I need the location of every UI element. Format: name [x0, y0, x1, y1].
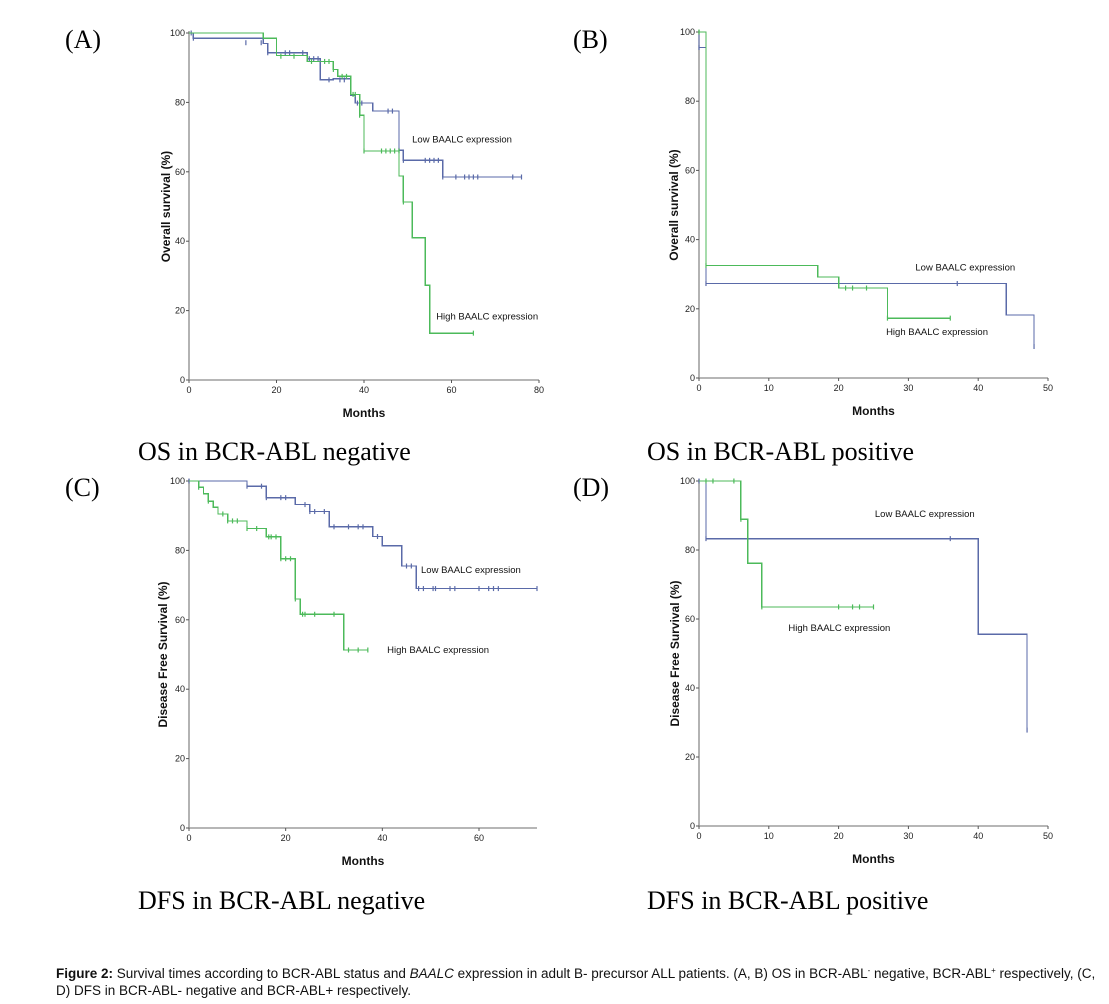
series-annotation: High BAALC expression [886, 327, 988, 338]
series-annotation: Low BAALC expression [421, 565, 521, 576]
y-axis-title: Overall survival (%) [667, 149, 681, 260]
caption-text-3: negative, BCR-ABL [870, 966, 992, 981]
series-low-baalc [698, 478, 1028, 733]
km-curve-low [698, 32, 1035, 347]
km-curve-high [699, 480, 874, 608]
x-tick-label: 10 [764, 831, 774, 841]
y-tick-label: 100 [170, 476, 185, 486]
panel-b: (B) OS in BCR-ABL positive 0 20 40 60 80 100 0 10… [573, 25, 1053, 466]
series-annotation: Low BAALC expression [875, 509, 975, 520]
x-tick-label: 50 [1043, 383, 1053, 393]
x-tick-label: 20 [834, 831, 844, 841]
x-axis-title: Months [342, 854, 385, 868]
km-curve-low [189, 480, 537, 590]
panel-subtitle: DFS in BCR-ABL negative [138, 886, 425, 915]
y-tick-label: 40 [175, 236, 185, 246]
y-tick-label: 20 [685, 752, 695, 762]
caption-sup-2: + [991, 966, 996, 975]
panel-a: (A) OS in BCR-ABL negative 0 20 40 60 80 100 0 20… [65, 25, 544, 466]
caption-gene: BAALC [409, 966, 454, 981]
panel-label: (B) [573, 25, 608, 54]
series-high-baalc [699, 478, 875, 610]
y-tick-label: 60 [685, 614, 695, 624]
km-curve-low [189, 32, 522, 178]
y-tick-label: 20 [685, 304, 695, 314]
x-axis-title: Months [343, 406, 386, 420]
y-tick-label: 40 [685, 235, 695, 245]
panel-subtitle: OS in BCR-ABL positive [647, 437, 914, 466]
x-tick-label: 10 [764, 383, 774, 393]
y-tick-label: 100 [680, 27, 695, 37]
x-tick-label: 40 [973, 383, 983, 393]
km-curve-high [189, 32, 474, 334]
figure-caption: Figure 2: Survival times according to BC… [56, 965, 1106, 999]
y-tick-label: 0 [690, 821, 695, 831]
panel-subtitle: DFS in BCR-ABL positive [647, 886, 928, 915]
x-tick-label: 20 [271, 385, 281, 395]
series-high-baalc [698, 29, 951, 321]
y-tick-label: 80 [685, 96, 695, 106]
y-tick-label: 0 [180, 823, 185, 833]
series-low-baalc [188, 478, 538, 592]
series-annotation: Low BAALC expression [915, 263, 1015, 274]
caption-sup-1: - [867, 966, 871, 975]
y-tick-label: 60 [175, 167, 185, 177]
panel-subtitle: OS in BCR-ABL negative [138, 437, 411, 466]
panel-label: (A) [65, 25, 101, 54]
y-tick-label: 20 [175, 306, 185, 316]
y-tick-label: 80 [685, 545, 695, 555]
series-low-baalc [698, 32, 1035, 350]
x-tick-label: 30 [903, 383, 913, 393]
x-tick-label: 0 [186, 385, 191, 395]
panel-label: (D) [573, 473, 609, 502]
caption-text-2: expression in adult B- precursor ALL pat… [453, 966, 868, 981]
y-tick-label: 60 [685, 165, 695, 175]
y-tick-label: 0 [180, 375, 185, 385]
km-curve-high [699, 31, 951, 319]
y-axis-title: Disease Free Survival (%) [156, 581, 170, 727]
x-tick-label: 40 [377, 833, 387, 843]
y-tick-label: 60 [175, 615, 185, 625]
caption-text-1: Survival times according to BCR-ABL stat… [113, 966, 410, 981]
series-annotation: High BAALC expression [788, 623, 890, 634]
km-curve-low [699, 480, 1028, 731]
y-tick-label: 80 [175, 545, 185, 555]
x-axis-title: Months [852, 404, 895, 418]
panel-d: (D) DFS in BCR-ABL positive 0 20 40 60 80 100 0 1… [573, 473, 1053, 915]
y-axis-title: Overall survival (%) [159, 151, 173, 262]
series-high-baalc [189, 480, 369, 653]
x-tick-label: 30 [903, 831, 913, 841]
y-tick-label: 40 [685, 683, 695, 693]
series-annotation: High BAALC expression [436, 311, 538, 322]
x-tick-label: 40 [359, 385, 369, 395]
y-tick-label: 40 [175, 684, 185, 694]
caption-text-4: respectively, (C, D) DFS in BCR-ABL- neg… [56, 966, 1096, 998]
y-tick-label: 20 [175, 754, 185, 764]
km-curve-high [189, 480, 368, 651]
y-tick-label: 100 [170, 28, 185, 38]
panel-c: (C) DFS in BCR-ABL negative 0 20 40 60 80 100 0 2… [65, 473, 538, 915]
caption-label: Figure 2: [56, 966, 114, 981]
x-axis-title: Months [852, 852, 895, 866]
x-tick-label: 60 [474, 833, 484, 843]
panel-label: (C) [65, 473, 100, 502]
series-high-baalc [189, 32, 474, 336]
x-tick-label: 0 [186, 833, 191, 843]
x-tick-label: 40 [973, 831, 983, 841]
series-annotation: Low BAALC expression [412, 134, 512, 145]
y-tick-label: 80 [175, 97, 185, 107]
y-axis-title: Disease Free Survival (%) [668, 580, 682, 726]
series-annotation: High BAALC expression [387, 645, 489, 656]
x-tick-label: 60 [446, 385, 456, 395]
x-tick-label: 80 [534, 385, 544, 395]
x-tick-label: 20 [834, 383, 844, 393]
y-tick-label: 0 [690, 373, 695, 383]
y-tick-label: 100 [680, 476, 695, 486]
x-tick-label: 20 [281, 833, 291, 843]
x-tick-label: 50 [1043, 831, 1053, 841]
series-low-baalc [189, 30, 523, 180]
x-tick-label: 0 [696, 831, 701, 841]
x-tick-label: 0 [696, 383, 701, 393]
